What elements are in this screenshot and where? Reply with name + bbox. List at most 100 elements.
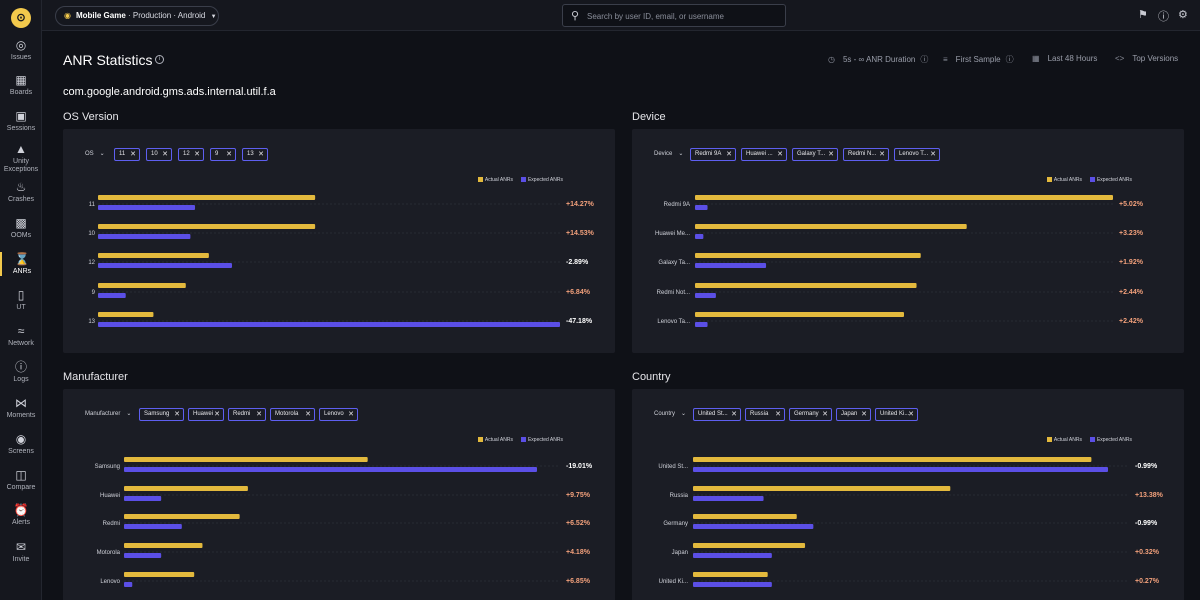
filter-chip[interactable]: Galaxy T... ✕ — [792, 148, 838, 161]
filter-chip[interactable]: 9 ✕ — [210, 148, 236, 161]
bar-actual[interactable] — [124, 486, 248, 491]
bar-actual[interactable] — [695, 224, 967, 229]
close-icon[interactable]: ✕ — [256, 411, 262, 418]
close-icon[interactable]: ✕ — [822, 411, 828, 418]
bar-expected[interactable] — [695, 322, 708, 327]
filter-chip[interactable]: Samsung ✕ — [139, 408, 184, 421]
bar-actual[interactable] — [693, 457, 1092, 462]
sidebar-item-compare[interactable]: ◫ Compare — [0, 468, 42, 492]
close-icon[interactable]: ✕ — [777, 151, 783, 158]
close-icon[interactable]: ✕ — [861, 411, 867, 418]
filter-chip[interactable]: Redmi N... ✕ — [843, 148, 889, 161]
bar-actual[interactable] — [98, 283, 186, 288]
bar-expected[interactable] — [695, 263, 767, 268]
sidebar-item-unity-exceptions[interactable]: ▲ Unity Exceptions — [0, 142, 42, 174]
bar-expected[interactable] — [693, 582, 772, 587]
bar-expected[interactable] — [98, 293, 126, 298]
date-range-filter[interactable]: ▦ Last 48 Hours — [1032, 54, 1097, 63]
sample-filter[interactable]: ≡ First Sample ⓘ — [943, 54, 1014, 65]
bar-actual[interactable] — [693, 543, 806, 548]
help-icon[interactable]: ⓘ — [1158, 11, 1169, 23]
sidebar-item-logs[interactable]: ⓘ Logs — [0, 360, 42, 384]
sidebar-item-anrs[interactable]: ⌛ ANRs — [0, 252, 42, 276]
close-icon[interactable]: ✕ — [775, 411, 781, 418]
close-icon[interactable]: ✕ — [930, 151, 936, 158]
close-icon[interactable]: ✕ — [130, 151, 136, 158]
bar-expected[interactable] — [124, 496, 162, 501]
close-icon[interactable]: ✕ — [226, 151, 232, 158]
filter-chip[interactable]: Russia ✕ — [745, 408, 785, 421]
close-icon[interactable]: ✕ — [879, 151, 885, 158]
filter-chip[interactable]: 12 ✕ — [178, 148, 204, 161]
close-icon[interactable]: ✕ — [174, 411, 180, 418]
close-icon[interactable]: ✕ — [194, 151, 200, 158]
filter-chip[interactable]: 13 ✕ — [242, 148, 268, 161]
bar-expected[interactable] — [124, 524, 182, 529]
project-selector[interactable]: ◉ Mobile Game · Production · Android ▼ — [55, 6, 219, 26]
filter-chip[interactable]: 11 ✕ — [114, 148, 140, 161]
search-input[interactable] — [587, 9, 777, 23]
bar-actual[interactable] — [98, 253, 209, 258]
manufacturer-dimension-dropdown[interactable]: Manufacturer ⌄ — [85, 410, 131, 417]
filter-chip[interactable]: Huawei ✕ — [188, 408, 224, 421]
filter-chip[interactable]: Lenovo ✕ — [319, 408, 358, 421]
sidebar-item-network[interactable]: ≈ Network — [0, 324, 42, 348]
bar-expected[interactable] — [693, 467, 1108, 472]
bar-expected[interactable] — [98, 234, 191, 239]
sidebar-item-crashes[interactable]: ♨ Crashes — [0, 180, 42, 204]
close-icon[interactable]: ✕ — [305, 411, 311, 418]
sidebar-item-screens[interactable]: ◉ Screens — [0, 432, 42, 456]
filter-chip[interactable]: Lenovo T... ✕ — [894, 148, 940, 161]
bar-expected[interactable] — [693, 524, 814, 529]
search-box[interactable]: ⚲ — [562, 4, 786, 27]
filter-chip[interactable]: Redmi 9A ✕ — [690, 148, 736, 161]
close-icon[interactable]: ✕ — [726, 151, 732, 158]
bar-actual[interactable] — [98, 312, 154, 317]
filter-chip[interactable]: Germany ✕ — [789, 408, 832, 421]
filter-chip[interactable]: United Ki... ✕ — [875, 408, 918, 421]
bar-actual[interactable] — [124, 543, 203, 548]
versions-filter[interactable]: <> Top Versions — [1115, 54, 1178, 63]
close-icon[interactable]: ✕ — [908, 411, 914, 418]
bar-expected[interactable] — [695, 293, 716, 298]
close-icon[interactable]: ✕ — [162, 151, 168, 158]
bar-actual[interactable] — [693, 514, 797, 519]
bar-expected[interactable] — [695, 205, 708, 210]
bar-expected[interactable] — [693, 496, 764, 501]
bar-actual[interactable] — [695, 253, 921, 258]
filter-chip[interactable]: United St... ✕ — [693, 408, 741, 421]
bar-expected[interactable] — [124, 582, 133, 587]
bar-expected[interactable] — [693, 553, 772, 558]
sidebar-item-boards[interactable]: ▦ Boards — [0, 73, 42, 97]
bar-actual[interactable] — [124, 572, 195, 577]
close-icon[interactable]: ✕ — [348, 411, 354, 418]
device-dimension-dropdown[interactable]: Device ⌄ — [654, 150, 683, 157]
announcement-icon[interactable]: ⚑ — [1138, 9, 1148, 21]
bar-actual[interactable] — [98, 224, 316, 229]
close-icon[interactable]: ✕ — [258, 151, 264, 158]
bar-actual[interactable] — [124, 457, 368, 462]
bar-expected[interactable] — [98, 322, 560, 327]
country-dimension-dropdown[interactable]: Country ⌄ — [654, 410, 686, 417]
bar-actual[interactable] — [695, 312, 904, 317]
close-icon[interactable]: ✕ — [828, 151, 834, 158]
info-icon[interactable]: i — [155, 55, 164, 64]
bar-actual[interactable] — [693, 486, 951, 491]
sidebar-item-alerts[interactable]: ⏰ Alerts — [0, 503, 42, 527]
settings-gear-icon[interactable]: ⚙ — [1178, 9, 1188, 21]
bar-actual[interactable] — [695, 195, 1113, 200]
filter-chip[interactable]: Huawei ... ✕ — [741, 148, 787, 161]
sidebar-item-sessions[interactable]: ▣ Sessions — [0, 109, 42, 133]
filter-chip[interactable]: Motorola ✕ — [270, 408, 315, 421]
filter-chip[interactable]: 10 ✕ — [146, 148, 172, 161]
sidebar-item-ut[interactable]: ▯ UT — [0, 288, 42, 312]
bar-expected[interactable] — [98, 263, 232, 268]
close-icon[interactable]: ✕ — [731, 411, 737, 418]
close-icon[interactable]: ✕ — [214, 411, 220, 418]
os-dimension-dropdown[interactable]: OS ⌄ — [85, 150, 105, 157]
bar-actual[interactable] — [124, 514, 240, 519]
filter-chip[interactable]: Japan ✕ — [836, 408, 871, 421]
sidebar-item-issues[interactable]: ◎ Issues — [0, 38, 42, 62]
duration-filter[interactable]: ◷ 5s - ∞ ANR Duration ⓘ — [828, 54, 928, 65]
sidebar-item-invite[interactable]: ✉ Invite — [0, 540, 42, 564]
